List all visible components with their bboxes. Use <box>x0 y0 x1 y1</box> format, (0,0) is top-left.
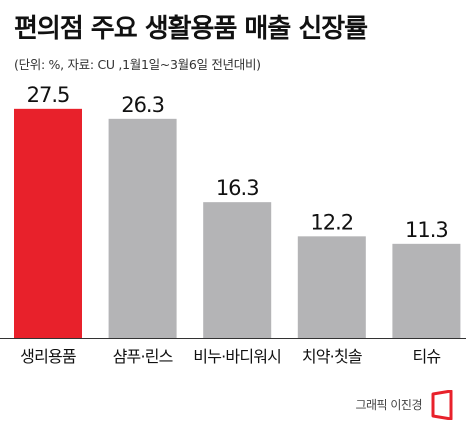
category-label-0: 생리용품 <box>20 347 76 366</box>
chart-subtitle: (단위: %, 자료: CU ,1월1일~3월6일 전년대비) <box>14 57 261 72</box>
bar-3 <box>297 236 366 338</box>
bar-0 <box>14 108 82 338</box>
value-label-3: 12.2 <box>310 210 353 234</box>
category-label-2: 비누·바디워시 <box>193 347 281 366</box>
chart-title: 편의점 주요 생활용품 매출 신장률 <box>14 14 368 44</box>
bar-1 <box>108 118 177 338</box>
category-label-4: 티슈 <box>412 347 440 366</box>
graphic-credit: 그래픽 이진경 <box>355 398 422 412</box>
value-label-2: 16.3 <box>216 176 259 200</box>
category-label-1: 샴푸·린스 <box>113 347 173 366</box>
value-label-1: 26.3 <box>121 93 164 117</box>
category-label-3: 치약·칫솔 <box>302 347 362 366</box>
bar-4 <box>392 243 461 338</box>
logo-icon <box>431 390 453 420</box>
bar-2 <box>203 202 272 338</box>
value-label-4: 11.3 <box>405 218 448 242</box>
value-label-0: 27.5 <box>27 83 70 107</box>
